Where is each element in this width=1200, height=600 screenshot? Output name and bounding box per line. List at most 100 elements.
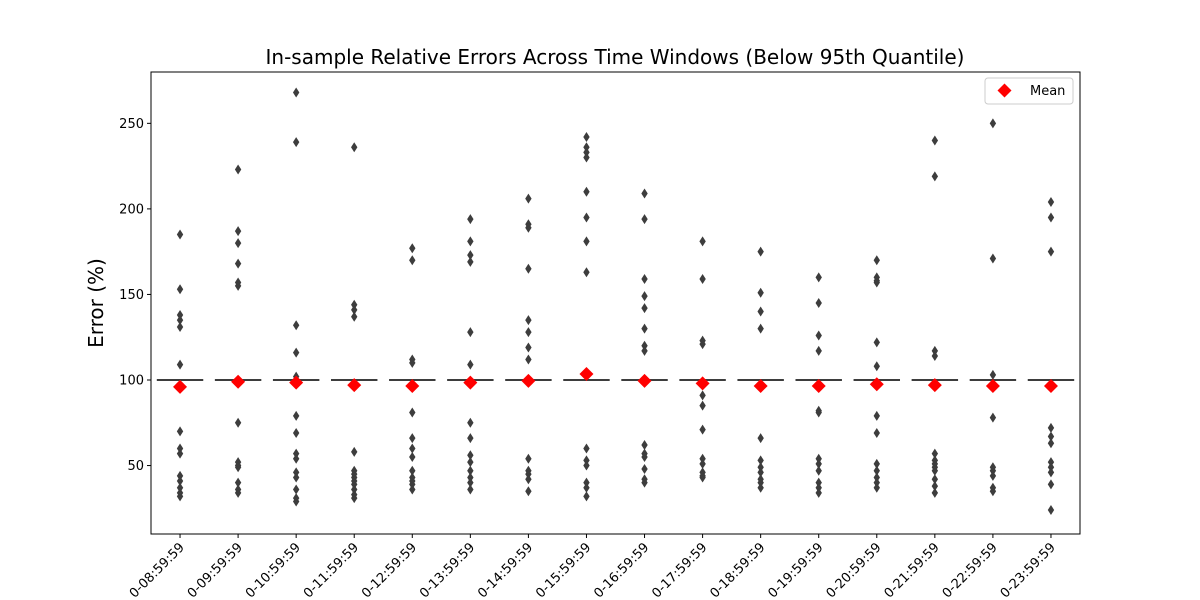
outlier-point (292, 410, 300, 421)
outlier-point (292, 472, 300, 483)
outlier-point (176, 426, 184, 437)
outlier-point (583, 460, 590, 471)
plot-area: 50 100 150 200 250 0-08:59:590-09:59:590-10:5… (119, 71, 1081, 600)
mean-marker (811, 378, 826, 393)
outlier-point (699, 400, 706, 411)
mean-marker (347, 378, 362, 393)
legend-mean-label: Mean (1030, 84, 1065, 99)
outlier-point (583, 455, 590, 466)
outlier-point (351, 304, 358, 315)
outlier-point (176, 448, 184, 459)
outlier-point (176, 475, 184, 486)
outlier-point (292, 347, 300, 358)
outlier-point (757, 455, 764, 466)
outlier-point (234, 280, 242, 291)
outlier-point (234, 487, 242, 498)
outlier-point (757, 246, 764, 257)
mean-marker (1043, 378, 1058, 393)
outlier-point (699, 390, 706, 401)
mean-marker (463, 375, 478, 390)
outlier-point (699, 458, 706, 469)
outlier-point (699, 472, 706, 483)
outlier-point (931, 135, 939, 146)
outlier-point (467, 256, 474, 267)
outlier-point (815, 272, 822, 283)
outlier-point (176, 321, 184, 332)
outlier-point (467, 250, 474, 261)
outlier-point (641, 303, 648, 314)
outlier-point (525, 453, 532, 464)
outlier-point (757, 462, 764, 473)
outlier-point (234, 477, 242, 488)
outlier-point (699, 236, 706, 247)
outlier-point (989, 465, 997, 476)
outlier-point (351, 142, 358, 153)
outlier-point (176, 284, 184, 295)
outlier-point (989, 118, 997, 129)
outlier-point (409, 443, 416, 454)
outlier-point (815, 345, 822, 356)
outlier-point (873, 477, 880, 488)
x-tick-label: 0-08:59:59 (127, 540, 188, 600)
outlier-point (873, 458, 880, 469)
outlier-point (176, 443, 184, 454)
outlier-point (1047, 422, 1055, 433)
outlier-point (873, 465, 880, 476)
y-tick-label: 150 (119, 288, 144, 303)
outlier-point (292, 137, 300, 148)
outlier-point (815, 482, 822, 493)
outlier-point (467, 465, 474, 476)
x-tick-label: 0-16:59:59 (591, 540, 652, 600)
outlier-point (176, 470, 184, 481)
outlier-point (351, 311, 358, 322)
outlier-point (583, 142, 590, 153)
outlier-point (467, 450, 474, 461)
outlier-point (815, 453, 822, 464)
outlier-point (989, 253, 997, 264)
outlier-point (641, 188, 648, 199)
mean-marker (521, 373, 536, 388)
outlier-point (757, 287, 764, 298)
outlier-point (989, 470, 997, 481)
outlier-point (583, 477, 590, 488)
outlier-point (292, 467, 300, 478)
outlier-point (351, 493, 358, 504)
outlier-point (641, 323, 648, 334)
outlier-point (583, 267, 590, 278)
outlier-point (873, 337, 880, 348)
outlier-point (234, 258, 242, 269)
outlier-point (699, 424, 706, 435)
outlier-point (757, 433, 764, 444)
mean-marker (405, 378, 420, 393)
outlier-point (525, 474, 532, 485)
outlier-point (757, 306, 764, 317)
outlier-point (467, 484, 474, 495)
outlier-point (351, 479, 358, 490)
outlier-point (641, 214, 648, 225)
outlier-point (525, 354, 532, 365)
outlier-point (176, 482, 184, 493)
legend: Mean (984, 77, 1074, 105)
outlier-point (234, 238, 242, 249)
outlier-point (409, 465, 416, 476)
x-tick-label: 0-20:59:59 (824, 540, 885, 600)
outlier-point (1047, 212, 1055, 223)
outlier-point (467, 477, 474, 488)
outlier-point (176, 309, 184, 320)
outlier-point (641, 452, 648, 462)
outlier-point (525, 222, 532, 233)
outlier-point (176, 359, 184, 370)
outlier-point (699, 453, 706, 464)
outlier-point (176, 491, 184, 502)
outlier-point (641, 463, 648, 474)
outlier-point (583, 186, 590, 197)
outlier-point (292, 496, 300, 507)
outlier-point (525, 486, 532, 497)
outlier-point (873, 482, 880, 493)
outlier-point (351, 446, 358, 457)
outlier-point (409, 433, 416, 444)
x-tick-label: 0-17:59:59 (649, 540, 710, 600)
y-tick-label: 250 (119, 117, 144, 132)
mean-marker (579, 367, 594, 382)
outlier-point (931, 465, 939, 476)
